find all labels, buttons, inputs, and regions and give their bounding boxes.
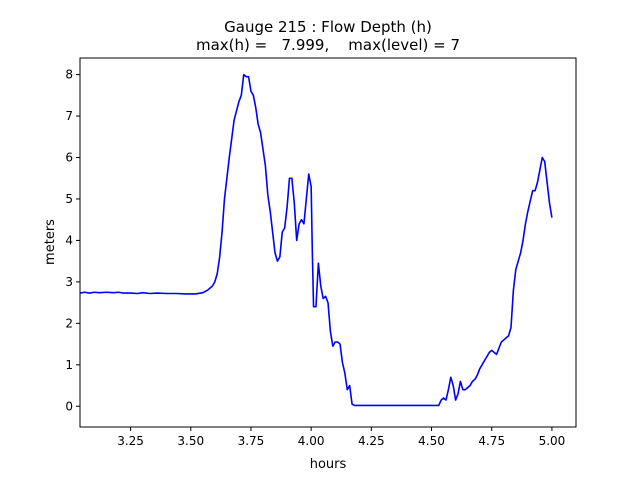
- y-tick-label: 3: [65, 275, 73, 289]
- y-tick-label: 5: [65, 192, 73, 206]
- plot-frame: [79, 57, 577, 428]
- x-tick-label: 3.50: [177, 434, 204, 448]
- x-tick-label: 4.75: [478, 434, 505, 448]
- y-axis: 0 1 2 3 4 5 6 7 8: [65, 68, 80, 413]
- chart-title-line2: max(h) = 7.999, max(level) = 7: [196, 36, 460, 54]
- y-tick-label: 7: [65, 109, 73, 123]
- y-axis-label: meters: [43, 219, 58, 265]
- y-tick-label: 4: [65, 233, 73, 247]
- y-tick-label: 0: [65, 399, 73, 413]
- x-tick-label: 4.25: [358, 434, 385, 448]
- x-axis-label: hours: [310, 457, 347, 472]
- y-tick-label: 1: [65, 358, 73, 372]
- y-tick-label: 8: [65, 68, 73, 82]
- y-tick-label: 6: [65, 151, 73, 165]
- x-tick-label: 3.25: [117, 434, 144, 448]
- y-tick-label: 2: [65, 316, 73, 330]
- chart-title-line1: Gauge 215 : Flow Depth (h): [224, 18, 432, 36]
- x-tick-label: 3.75: [238, 434, 265, 448]
- series-line-0: [79, 73, 553, 407]
- x-tick-label: 4.50: [418, 434, 445, 448]
- x-tick-label: 4.00: [298, 434, 325, 448]
- x-axis: 3.25 3.50 3.75 4.00 4.25 4.50 4.75 5.00: [117, 427, 565, 448]
- plot-layer: [79, 73, 553, 407]
- x-tick-label: 5.00: [539, 434, 566, 448]
